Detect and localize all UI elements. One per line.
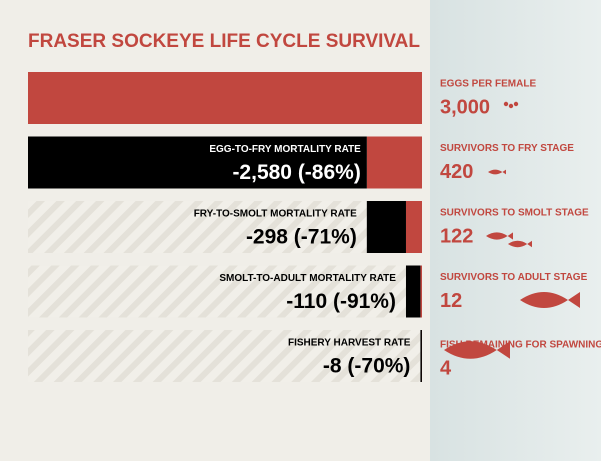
stage-value: 122 xyxy=(440,225,473,247)
stage-label: SURVIVORS TO SMOLT STAGE xyxy=(440,208,589,219)
fish-icon xyxy=(488,169,506,175)
stage-value: 420 xyxy=(440,161,473,183)
stage-value: 4 xyxy=(440,357,452,379)
row-background xyxy=(28,330,422,382)
stage-label: EGGS PER FEMALE xyxy=(440,79,536,90)
fish-icon xyxy=(520,292,580,308)
loss-bar xyxy=(420,330,422,382)
row-background xyxy=(28,201,422,253)
stage-value: 3,000 xyxy=(440,96,490,118)
loss-value: -8 (-70%) xyxy=(323,355,411,378)
loss-bar xyxy=(366,201,406,253)
loss-label: FRY-TO-SMOLT MORTALITY RATE xyxy=(194,209,357,220)
stage-value: 12 xyxy=(440,290,462,312)
row-background xyxy=(28,265,422,318)
fish-icon xyxy=(486,232,513,240)
fish-icon xyxy=(508,240,532,248)
chart-title: FRASER SOCKEYE LIFE CYCLE SURVIVAL xyxy=(28,31,420,52)
egg-icon xyxy=(503,101,509,107)
egg-icon xyxy=(508,103,514,109)
loss-value: -2,580 (-86%) xyxy=(232,161,360,184)
survivor-bar xyxy=(28,72,422,124)
egg-icon xyxy=(513,101,519,107)
survivor-bar xyxy=(405,201,422,253)
stage-label: SURVIVORS TO FRY STAGE xyxy=(440,143,574,154)
loss-value: -110 (-91%) xyxy=(286,290,396,313)
loss-bar xyxy=(405,265,421,318)
loss-value: -298 (-71%) xyxy=(246,226,357,249)
loss-label: SMOLT-TO-ADULT MORTALITY RATE xyxy=(219,273,396,284)
loss-label: EGG-TO-FRY MORTALITY RATE xyxy=(209,144,361,155)
loss-bar xyxy=(28,136,367,189)
fish-icon xyxy=(444,341,510,359)
loss-label: FISHERY HARVEST RATE xyxy=(288,338,411,349)
stage-label: SURVIVORS TO ADULT STAGE xyxy=(440,272,588,283)
survivor-bar xyxy=(420,265,422,318)
stage-label: FISH REMAINING FOR SPAWNING xyxy=(440,340,601,351)
right-panel xyxy=(430,0,601,461)
survivor-bar xyxy=(366,136,422,189)
